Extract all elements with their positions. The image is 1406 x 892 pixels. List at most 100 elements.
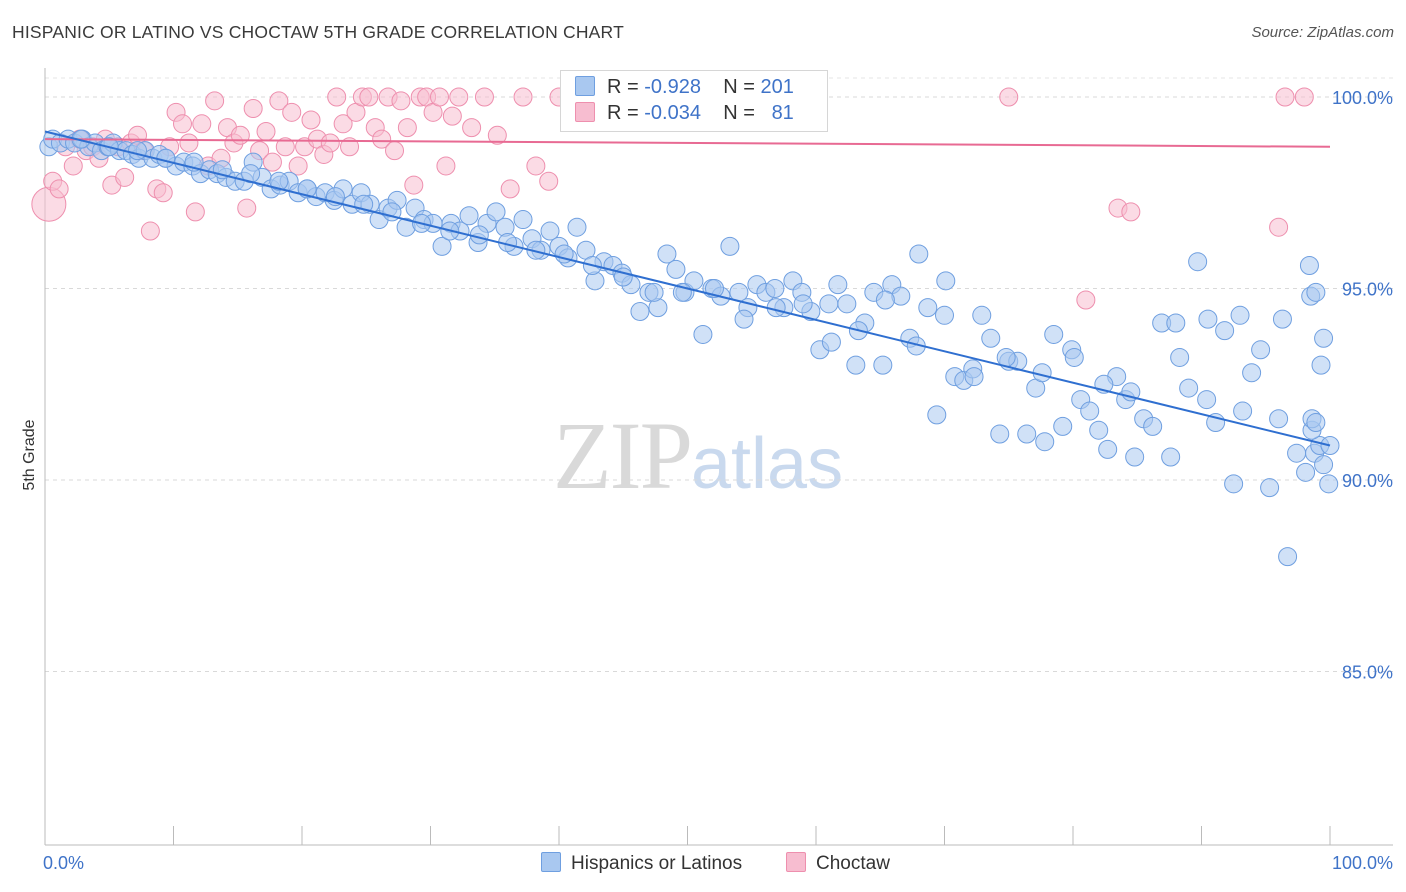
hispanic-point bbox=[964, 367, 984, 387]
choctaw-point bbox=[301, 110, 321, 130]
y-tick-label: 100.0% bbox=[1332, 88, 1393, 108]
choctaw-point bbox=[243, 98, 263, 118]
hispanic-point bbox=[1197, 390, 1217, 410]
hispanic-point bbox=[693, 324, 713, 344]
y-tick-label: 85.0% bbox=[1342, 663, 1393, 683]
legend-r-label: R = bbox=[607, 102, 639, 124]
hispanic-point bbox=[1044, 324, 1064, 344]
hispanic-point bbox=[1230, 305, 1250, 325]
choctaw-point bbox=[359, 87, 379, 107]
hispanic-point bbox=[644, 282, 664, 302]
hispanic-point bbox=[666, 259, 686, 279]
choctaw-point bbox=[1275, 87, 1295, 107]
choctaw-point bbox=[404, 175, 424, 195]
y-axis-label: 5th Grade bbox=[21, 419, 38, 490]
hispanic-point bbox=[1233, 401, 1253, 421]
choctaw-point bbox=[436, 156, 456, 176]
legend: R = -0.928 N = 201 R = -0.034 N = 81 bbox=[560, 70, 828, 132]
choctaw-point bbox=[474, 87, 494, 107]
choctaw-point bbox=[385, 141, 405, 161]
choctaw-point bbox=[185, 202, 205, 222]
x-tick-label: 100.0% bbox=[1332, 853, 1393, 873]
hispanic-point bbox=[156, 148, 176, 168]
hispanic-point bbox=[459, 206, 479, 226]
choctaw-point bbox=[1269, 217, 1289, 237]
choctaw-point bbox=[999, 87, 1019, 107]
hispanic-point bbox=[630, 301, 650, 321]
hispanic-point bbox=[1080, 401, 1100, 421]
hispanic-point bbox=[1053, 416, 1073, 436]
hispanic-point bbox=[873, 355, 893, 375]
hispanic-point bbox=[1089, 420, 1109, 440]
series-hispanic bbox=[39, 129, 1340, 567]
hispanic-point bbox=[1251, 340, 1271, 360]
choctaw-point bbox=[205, 91, 225, 111]
hispanic-point bbox=[657, 244, 677, 264]
choctaw-point bbox=[320, 133, 340, 153]
hispanic-point bbox=[972, 305, 992, 325]
choctaw-point bbox=[269, 91, 289, 111]
watermark-zip: ZIP bbox=[553, 402, 693, 509]
choctaw-point bbox=[172, 114, 192, 134]
hispanic-point bbox=[793, 294, 813, 314]
hispanic-point bbox=[909, 244, 929, 264]
choctaw-point bbox=[275, 137, 295, 157]
legend-swatch-pink bbox=[575, 102, 595, 122]
choctaw-point bbox=[327, 87, 347, 107]
hispanic-point bbox=[819, 294, 839, 314]
hispanic-point bbox=[1314, 328, 1334, 348]
hispanic-point bbox=[1035, 432, 1055, 452]
choctaw-point bbox=[288, 156, 308, 176]
choctaw-point bbox=[333, 114, 353, 134]
source-label: Source: ZipAtlas.com bbox=[1251, 24, 1394, 41]
x-tick-label: 0.0% bbox=[43, 853, 84, 873]
hispanic-point bbox=[1098, 439, 1118, 459]
choctaw-point bbox=[179, 133, 199, 153]
hispanic-point bbox=[1188, 252, 1208, 272]
hispanic-point bbox=[128, 141, 148, 161]
choctaw-point bbox=[230, 125, 250, 145]
hispanic-point bbox=[486, 202, 506, 222]
hispanic-point bbox=[1260, 478, 1280, 498]
legend-n-label: N = bbox=[723, 76, 755, 98]
choctaw-point bbox=[237, 198, 257, 218]
hispanic-point bbox=[1272, 309, 1292, 329]
choctaw-point bbox=[513, 87, 533, 107]
choctaw-point bbox=[397, 118, 417, 138]
hispanic-point bbox=[875, 290, 895, 310]
hispanic-point bbox=[1125, 447, 1145, 467]
hispanic-point bbox=[1170, 347, 1190, 367]
hispanic-point bbox=[1017, 424, 1037, 444]
choctaw-point bbox=[429, 87, 449, 107]
choctaw-point bbox=[140, 221, 160, 241]
hispanic-point bbox=[996, 347, 1016, 367]
hispanic-point bbox=[1161, 447, 1181, 467]
hispanic-point bbox=[1306, 282, 1326, 302]
hispanic-point bbox=[513, 210, 533, 230]
choctaw-point bbox=[539, 171, 559, 191]
trend-lines bbox=[44, 130, 1331, 447]
hispanic-point bbox=[1314, 455, 1334, 475]
choctaw-point bbox=[115, 167, 135, 187]
y-tick-label: 90.0% bbox=[1342, 471, 1393, 491]
hispanic-point bbox=[1269, 409, 1289, 429]
legend-r-label: R = bbox=[607, 76, 639, 98]
choctaw-trend-line bbox=[44, 138, 1331, 148]
choctaw-point bbox=[1121, 202, 1141, 222]
legend-n-value: 81 bbox=[771, 102, 794, 124]
hispanic-point bbox=[1198, 309, 1218, 329]
choctaw-point bbox=[192, 114, 212, 134]
choctaw-point bbox=[462, 118, 482, 138]
hispanic-point bbox=[432, 236, 452, 256]
choctaw-point bbox=[372, 129, 392, 149]
watermark: ZIPatlas bbox=[553, 400, 843, 511]
hispanic-trend-line bbox=[44, 130, 1331, 447]
legend-row-choctaw: R = -0.034 N = 81 bbox=[575, 102, 794, 126]
hispanic-point bbox=[927, 405, 947, 425]
bottom-legend-swatch-blue bbox=[541, 852, 561, 872]
hispanic-point bbox=[1166, 313, 1186, 333]
hispanic-point bbox=[1319, 474, 1339, 494]
legend-n-label: N = bbox=[723, 102, 755, 124]
hispanic-point bbox=[828, 275, 848, 295]
hispanic-point bbox=[846, 355, 866, 375]
